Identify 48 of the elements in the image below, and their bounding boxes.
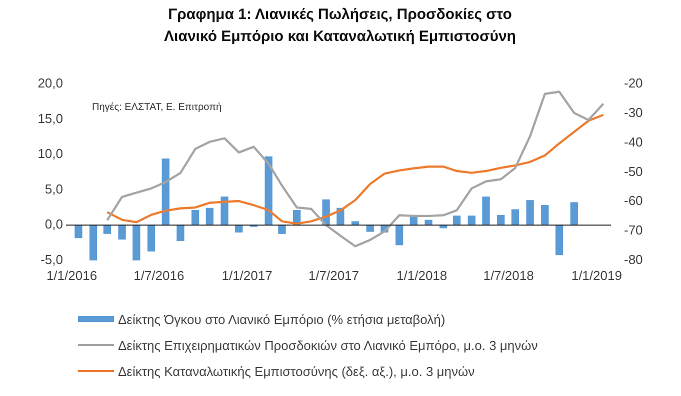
bar: [570, 202, 578, 226]
legend-label: Δείκτης Όγκου στο Λιανικό Εμπόριο (% ετήσια μεταβολή): [118, 312, 446, 326]
bar: [162, 158, 170, 226]
y-tick-label: 0,0: [44, 216, 63, 232]
x-tick-label: 1/1/2017: [222, 268, 272, 283]
x-tick-label: 1/1/2016: [46, 268, 98, 283]
bar: [541, 205, 549, 226]
x-tick-label: 1/1/2018: [396, 268, 448, 283]
y-tick-label: 20,0: [38, 76, 63, 91]
y2-tick-label: -40: [624, 134, 643, 150]
bar: [482, 196, 490, 226]
bar: [366, 224, 374, 232]
y2-tick-label: -70: [624, 222, 643, 238]
bar: [191, 210, 200, 226]
y-tick-label: 10,0: [38, 146, 63, 162]
y2-tick-label: -80: [624, 252, 643, 267]
y-tick-label: 5,0: [44, 181, 63, 196]
bar: [132, 224, 140, 260]
x-tick-label: 1/7/2016: [134, 268, 184, 283]
bar: [103, 224, 112, 234]
x-tick-label: 1/1/2019: [571, 268, 622, 283]
x-tick-label: 1/7/2017: [308, 268, 360, 283]
y2-tick-label: -30: [624, 104, 643, 120]
bar: [468, 216, 476, 226]
bar: [395, 224, 404, 246]
chart-title: Γραφημα 1: Λιανικές Πωλήσεις, Προσδοκίες στο Λιανικό Εμπόριο και Καταναλωτική Εμπιστοσύνη: [163, 5, 517, 47]
bar: [118, 224, 126, 240]
x-tick-label: 1/7/2018: [483, 268, 534, 283]
annotation: Πηγές: ΕΛΣΤΑΤ, Ε. Επιτροπή: [92, 102, 222, 113]
bar: [452, 216, 461, 226]
y2-tick-label: -20: [624, 76, 643, 91]
bar: [147, 224, 156, 252]
y2-tick-label: -60: [624, 193, 643, 208]
bar: [89, 224, 98, 260]
y-tick-label: 15,0: [38, 110, 63, 126]
bar: [176, 224, 184, 241]
bar: [555, 224, 564, 256]
legend-label: Δείκτης Καταναλωτικής Εμπιστοσύνης (δεξ. αξ.), μ.ο. 3 μηνών: [118, 364, 475, 378]
bar: [526, 200, 534, 226]
bar: [220, 196, 228, 226]
y-tick-label: -5,0: [40, 252, 63, 267]
y2-tick-label: -50: [624, 164, 643, 179]
bar: [278, 224, 286, 234]
bar: [264, 156, 272, 226]
bar: [206, 208, 214, 226]
legend-label: Δείκτης Επιχειρηματικών Προσδοκιών στο Λιανικό Εμπόρο, μ.ο. 3 μηνών: [118, 338, 538, 352]
bar: [511, 209, 520, 226]
bar: [74, 224, 82, 238]
